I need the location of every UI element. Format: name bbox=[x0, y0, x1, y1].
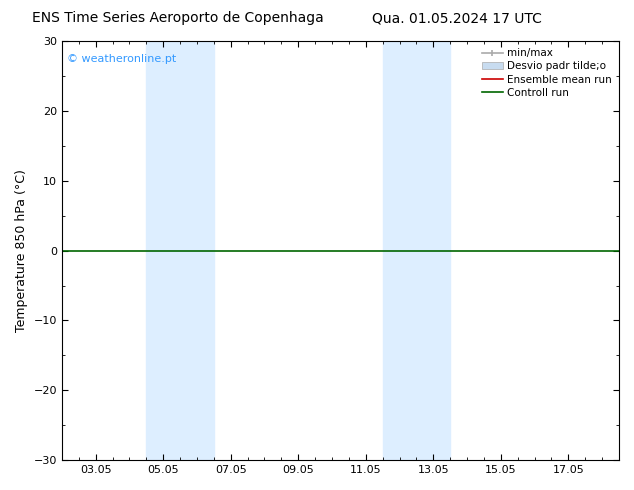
Y-axis label: Temperature 850 hPa (°C): Temperature 850 hPa (°C) bbox=[15, 169, 28, 332]
Legend: min/max, Desvio padr tilde;o, Ensemble mean run, Controll run: min/max, Desvio padr tilde;o, Ensemble m… bbox=[480, 46, 614, 100]
Text: Qua. 01.05.2024 17 UTC: Qua. 01.05.2024 17 UTC bbox=[372, 11, 541, 25]
Bar bbox=[383, 41, 450, 460]
Bar bbox=[146, 41, 214, 460]
Text: ENS Time Series Aeroporto de Copenhaga: ENS Time Series Aeroporto de Copenhaga bbox=[32, 11, 323, 25]
Text: © weatheronline.pt: © weatheronline.pt bbox=[67, 53, 177, 64]
